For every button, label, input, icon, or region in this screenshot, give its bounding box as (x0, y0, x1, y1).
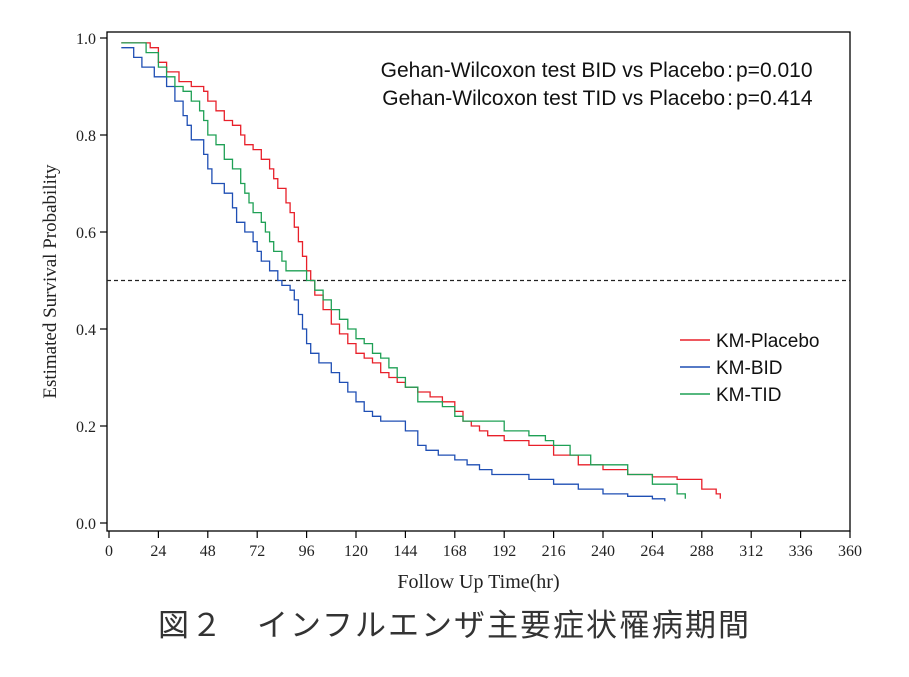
x-tick-label: 312 (739, 543, 763, 560)
annotation-separator: : (727, 87, 733, 110)
figure-caption: 図２ インフルエンザ主要症状罹病期間 (157, 608, 752, 644)
series-line-km-bid (121, 47, 666, 502)
x-tick-label: 168 (443, 543, 467, 560)
series-group (121, 42, 721, 502)
series-line-km-tid (121, 42, 686, 499)
x-axis-label: Follow Up Time(hr) (397, 571, 559, 593)
x-tick-label: 24 (150, 543, 166, 560)
x-tick-label: 48 (200, 543, 216, 560)
series-line-km-placebo (121, 42, 721, 499)
x-tick-label: 288 (690, 543, 714, 560)
legend-label: KM-TID (716, 385, 781, 406)
y-tick-label: 0.4 (76, 322, 96, 339)
annotation-separator: : (727, 59, 733, 82)
annotation-group: Gehan-Wilcoxon test BID vs Placebo: p=0.0… (381, 59, 813, 110)
x-tick-label: 216 (542, 543, 566, 560)
annotation-p-value: p=0.414 (736, 87, 813, 110)
plot-frame (106, 31, 851, 532)
x-tick-label: 144 (393, 543, 417, 560)
annotation-label: Gehan-Wilcoxon test BID vs Placebo (381, 59, 725, 82)
x-tick-label: 192 (492, 543, 516, 560)
legend: KM-Placebo KM-BID KM-TID (680, 331, 820, 406)
x-tick-label: 360 (838, 543, 862, 560)
annotation-p-value: p=0.010 (736, 59, 813, 82)
survival-chart: 0 24 48 72 96 120 144 168 192 216 240 264 288 312 336 3… (40, 31, 862, 593)
x-tick-label: 240 (591, 543, 615, 560)
y-tick-label: 1.0 (76, 31, 96, 48)
x-tick-label: 120 (344, 543, 368, 560)
x-tick-label: 96 (299, 543, 315, 560)
annotation-label: Gehan-Wilcoxon test TID vs Placebo (382, 87, 725, 110)
x-tick-label: 264 (640, 543, 664, 560)
x-tick-label: 0 (105, 543, 113, 560)
y-axis-ticks: 0.0 0.2 0.4 0.6 0.8 1.0 (76, 31, 107, 533)
x-tick-label: 72 (249, 543, 265, 560)
y-axis-label: Estimated Survival Probability (40, 164, 61, 399)
legend-label: KM-BID (716, 358, 783, 379)
x-tick-label: 336 (789, 543, 813, 560)
legend-label: KM-Placebo (716, 331, 820, 352)
x-axis-ticks: 0 24 48 72 96 120 144 168 192 216 240 264 288 312 336 3… (105, 531, 862, 560)
y-tick-label: 0.2 (76, 419, 96, 436)
y-tick-label: 0.8 (76, 128, 96, 145)
y-tick-label: 0.0 (76, 516, 96, 533)
y-tick-label: 0.6 (76, 225, 96, 242)
